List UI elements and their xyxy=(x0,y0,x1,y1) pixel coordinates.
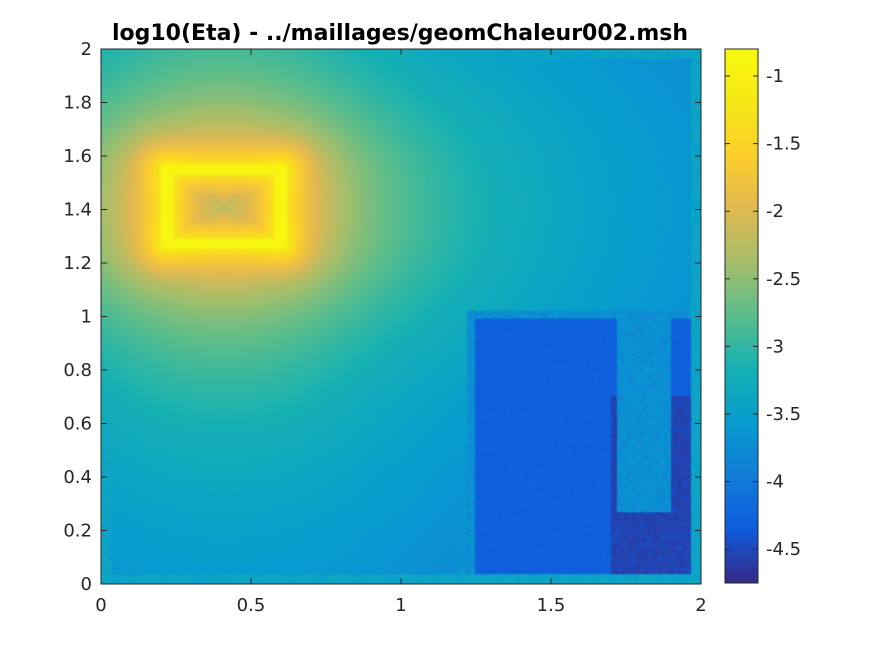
x-tick-label: 0.5 xyxy=(237,595,266,616)
colorbar-tick-label: -4.5 xyxy=(766,539,801,560)
colorbar-tick-label: -3.5 xyxy=(766,404,801,425)
colorbar-tick-label: -1 xyxy=(766,66,784,87)
y-tick-label: 2 xyxy=(81,39,92,60)
x-tick-label: 1 xyxy=(395,595,406,616)
colorbar-tick-label: -3 xyxy=(766,336,784,357)
colorbar: -1 -1.5 -2 -2.5 -3 -3.5 -4 -4.5 xyxy=(725,49,801,583)
y-tick-label: 0 xyxy=(81,574,92,595)
x-tick-label: 2 xyxy=(695,595,706,616)
y-tick-label: 0.2 xyxy=(63,521,92,542)
y-tick-label: 1.4 xyxy=(63,200,92,221)
y-tick-label: 1.6 xyxy=(63,146,92,167)
y-tick-label: 0.6 xyxy=(63,414,92,435)
colorbar-tick-label: -2 xyxy=(766,201,784,222)
y-tick-label: 1 xyxy=(81,307,92,328)
y-tick-label: 1.8 xyxy=(63,93,92,114)
x-tick-label: 0 xyxy=(95,595,106,616)
plot-area xyxy=(101,49,701,584)
colorbar-tick-label: -2.5 xyxy=(766,269,801,290)
heatmap-image xyxy=(101,49,701,584)
colorbar-tick-label: -1.5 xyxy=(766,134,801,155)
x-tick-label: 1.5 xyxy=(537,595,566,616)
y-tick-label: 0.8 xyxy=(63,360,92,381)
colorbar-tick-label: -4 xyxy=(766,472,784,493)
y-tick-label: 1.2 xyxy=(63,253,92,274)
chart-title: log10(Eta) - ../maillages/geomChaleur002… xyxy=(112,21,688,46)
colorbar-gradient xyxy=(725,49,758,583)
y-tick-label: 0.4 xyxy=(63,467,92,488)
